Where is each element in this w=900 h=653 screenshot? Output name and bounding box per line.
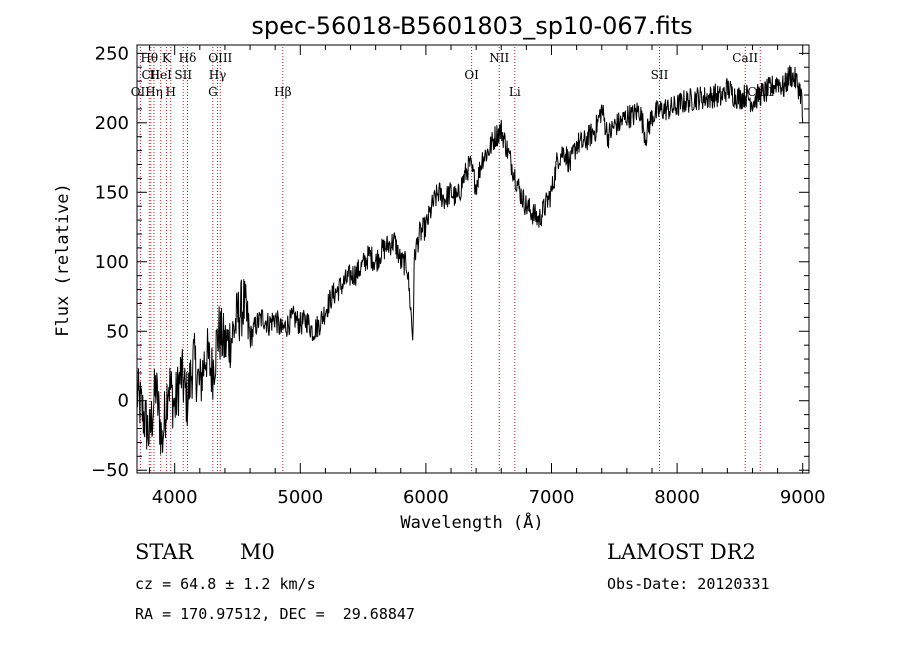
x-tick-label: 6000 xyxy=(403,487,449,508)
survey-name: LAMOST DR2 xyxy=(607,540,756,564)
observation-date: Obs-Date: 20120331 xyxy=(607,575,770,593)
line-marker-label: Hγ xyxy=(209,68,227,82)
y-tick-label: 200 xyxy=(95,113,129,134)
line-marker-label: Li xyxy=(509,85,521,99)
y-tick-label: 150 xyxy=(95,182,129,203)
y-tick-label: 0 xyxy=(118,391,129,412)
spectrum-series xyxy=(136,65,804,455)
line-marker-label: CaII xyxy=(732,51,758,65)
spectrum-line xyxy=(136,65,804,455)
line-marker-label: NII xyxy=(489,51,509,65)
x-axis-label: Wavelength (Å) xyxy=(400,511,543,533)
chart-title: spec-56018-B5601803_sp10-067.fits xyxy=(251,12,692,40)
x-tick-label: 9000 xyxy=(780,487,826,508)
line-marker-label: H xyxy=(166,85,176,99)
y-tick-label: 50 xyxy=(106,321,129,342)
ra-dec: RA = 170.97512, DEC = 29.68847 xyxy=(135,605,415,623)
line-marker-label: G xyxy=(208,85,218,99)
x-tick-label: 5000 xyxy=(277,487,323,508)
object-subclass: M0 xyxy=(240,540,275,564)
line-marker-label: Hδ xyxy=(179,51,197,65)
object-class: STAR xyxy=(135,540,194,564)
line-marker-label: HeI xyxy=(150,68,173,82)
y-tick-label: 100 xyxy=(95,252,129,273)
line-marker-label: Hθ xyxy=(140,51,158,65)
line-marker-label: OIII xyxy=(208,51,232,65)
line-marker-label: OII xyxy=(131,85,151,99)
line-marker-label: OI xyxy=(464,68,479,82)
line-marker-label: Hβ xyxy=(274,85,291,99)
line-marker-label: Hη xyxy=(145,85,163,99)
y-axis-label: Flux (relative) xyxy=(53,183,73,337)
line-marker-label: CII xyxy=(141,68,160,82)
plot-frame xyxy=(136,44,810,474)
y-tick-label: −50 xyxy=(91,460,129,481)
x-axis: 4000 5000 6000 7000 8000 9000 xyxy=(149,45,826,508)
line-marker-label: K xyxy=(162,51,172,65)
x-tick-label: 4000 xyxy=(152,487,198,508)
y-axis: −50 0 50 100 150 200 250 xyxy=(91,43,809,481)
x-tick-label: 7000 xyxy=(529,487,575,508)
redshift-cz: cz = 64.8 ± 1.2 km/s xyxy=(135,575,316,593)
x-tick-label: 8000 xyxy=(654,487,700,508)
y-tick-label: 250 xyxy=(95,43,129,64)
line-marker-label: SII xyxy=(651,68,669,82)
line-marker-label: SII xyxy=(174,68,192,82)
